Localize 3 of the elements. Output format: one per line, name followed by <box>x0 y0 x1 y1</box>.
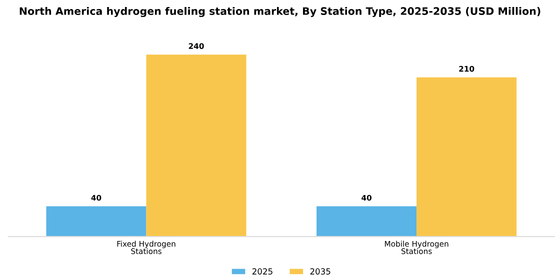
chart-title: North America hydrogen fueling station market, By Station Type, 2025-2035 (USD Million) <box>20 7 540 18</box>
legend-label: 2035 <box>310 268 330 275</box>
legend-label: 2025 <box>252 268 272 275</box>
